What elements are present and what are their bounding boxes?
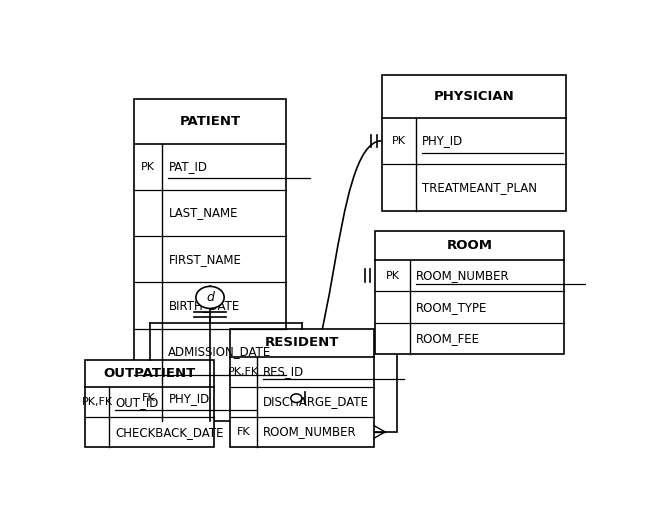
Text: PHYSICIAN: PHYSICIAN [434,90,514,103]
Text: FK: FK [237,427,251,437]
Text: OUTPATIENT: OUTPATIENT [104,367,196,380]
Text: PHY_ID: PHY_ID [169,392,210,405]
Text: BIRTH_DATE: BIRTH_DATE [169,299,240,312]
Text: ROOM_FEE: ROOM_FEE [416,332,480,345]
Text: ROOM_NUMBER: ROOM_NUMBER [263,426,357,438]
Bar [230,329,374,447]
Bar [134,99,286,422]
Text: PAT_ID: PAT_ID [169,160,208,173]
Text: PK: PK [392,136,406,146]
Text: PK,FK: PK,FK [82,397,113,407]
Text: RES_ID: RES_ID [263,365,304,379]
Text: LAST_NAME: LAST_NAME [169,206,238,219]
Circle shape [291,394,302,403]
Text: ROOM_NUMBER: ROOM_NUMBER [416,269,510,282]
Text: ROOM: ROOM [447,239,493,252]
Bar [381,75,566,211]
Text: d: d [206,291,214,304]
Text: ADMISSION_DATE: ADMISSION_DATE [169,345,271,358]
Text: PATIENT: PATIENT [180,114,241,128]
Text: FK: FK [141,393,155,403]
Text: TREATMEANT_PLAN: TREATMEANT_PLAN [422,181,536,194]
Text: DISCHARGE_DATE: DISCHARGE_DATE [263,396,369,408]
Bar [375,230,564,355]
Text: FIRST_NAME: FIRST_NAME [169,253,242,266]
Text: PK,FK: PK,FK [228,367,259,377]
Text: RESIDENT: RESIDENT [265,336,339,350]
Text: PHY_ID: PHY_ID [422,134,463,147]
Circle shape [196,286,224,309]
Text: ROOM_TYPE: ROOM_TYPE [416,301,488,314]
Text: PK: PK [141,161,156,172]
Text: PK: PK [385,271,400,281]
Text: CHECKBACK_DATE: CHECKBACK_DATE [115,426,224,438]
Text: OUT_ID: OUT_ID [115,396,159,409]
Bar [85,360,214,447]
